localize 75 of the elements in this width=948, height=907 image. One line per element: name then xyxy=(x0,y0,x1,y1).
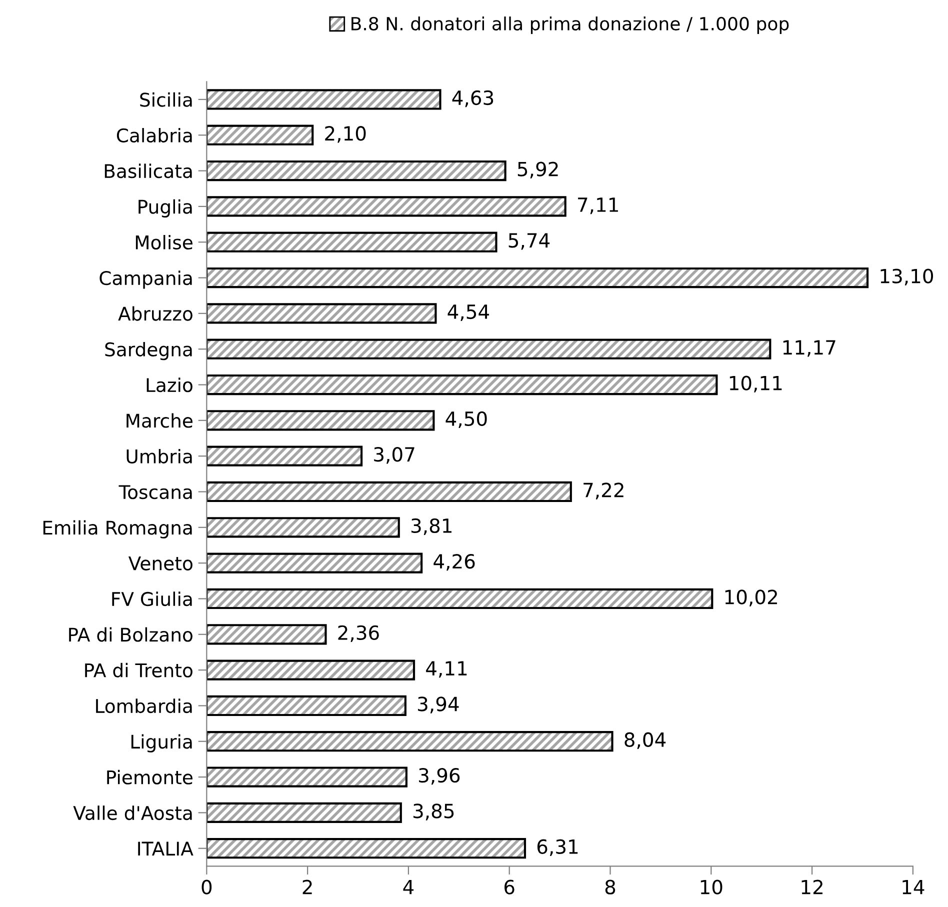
y-tick-label: Molise xyxy=(136,234,192,250)
bar xyxy=(206,481,572,502)
data-label: 4,50 xyxy=(446,411,487,428)
y-tick-label: Umbria xyxy=(126,448,192,464)
data-label: 10,11 xyxy=(730,376,782,392)
bar xyxy=(206,660,416,680)
bar xyxy=(206,267,869,288)
data-label: 4,63 xyxy=(452,90,494,108)
bar xyxy=(206,303,437,324)
bar xyxy=(206,588,714,610)
data-label: 7,11 xyxy=(578,198,618,214)
data-label: 3,96 xyxy=(419,768,460,785)
data-label: 2,10 xyxy=(325,126,366,143)
data-label: 2,36 xyxy=(338,625,379,642)
bar xyxy=(206,624,327,645)
data-label: 4,11 xyxy=(426,661,467,678)
x-tick-label: 8 xyxy=(605,880,616,894)
x-tick-label: 10 xyxy=(700,880,722,894)
data-label: 3,85 xyxy=(413,804,454,820)
x-tick-label: 2 xyxy=(302,880,312,894)
data-label: 5,92 xyxy=(518,162,558,178)
y-tick-label: PA di Bolzano xyxy=(69,627,192,642)
bar xyxy=(206,338,772,360)
bar xyxy=(206,232,498,252)
data-label: 13,10 xyxy=(880,268,934,286)
bar xyxy=(206,731,614,752)
bar xyxy=(206,802,402,824)
bar xyxy=(206,374,718,396)
y-tick-label: Piemonte xyxy=(107,770,192,784)
y-tick-label: Veneto xyxy=(128,556,192,570)
y-tick-label: Lazio xyxy=(146,378,192,392)
y-tick-label: Abruzzo xyxy=(118,306,192,321)
bar xyxy=(206,196,566,217)
bar xyxy=(206,695,406,716)
y-tick-label: Basilicata xyxy=(104,164,192,178)
bar xyxy=(206,838,526,859)
x-tick-label: 4 xyxy=(403,880,414,894)
bar xyxy=(206,446,363,466)
x-tick-label: 0 xyxy=(202,880,212,894)
bar xyxy=(206,160,506,182)
data-label: 8,04 xyxy=(624,732,666,749)
data-label: 5,74 xyxy=(508,233,550,250)
bar xyxy=(206,766,408,788)
y-tick-label: Emilia Romagna xyxy=(43,520,192,538)
y-tick-label: Sicilia xyxy=(140,92,192,107)
legend-label: B.8 N. donatori alla prima donazione / 1.000 pop xyxy=(352,16,789,34)
y-tick-label: Marche xyxy=(126,413,192,428)
data-label: 4,26 xyxy=(434,554,475,571)
y-tick-label: PA di Trento xyxy=(85,662,192,678)
data-label: 7,22 xyxy=(584,482,624,500)
data-label: 10,02 xyxy=(725,590,777,606)
y-tick-label: Calabria xyxy=(116,128,192,143)
y-tick-label: Toscana xyxy=(118,485,192,500)
y-tick-label: Valle d'Aosta xyxy=(73,806,192,820)
bar xyxy=(206,552,423,574)
x-tick-label: 14 xyxy=(902,880,924,894)
y-tick-label: Lombardia xyxy=(96,698,192,714)
data-label: 4,54 xyxy=(448,304,490,322)
y-tick-label: Sardegna xyxy=(105,342,192,360)
bar xyxy=(206,517,400,538)
x-tick-label: 6 xyxy=(504,880,514,894)
data-label: 11,17 xyxy=(783,340,836,357)
y-tick-label: Liguria xyxy=(131,734,192,752)
y-tick-label: ITALIA xyxy=(138,842,194,856)
bar xyxy=(206,124,314,146)
y-tick-label: Puglia xyxy=(138,199,192,218)
y-tick-label: FV Giulia xyxy=(112,592,192,606)
data-label: 3,81 xyxy=(411,518,452,536)
bar xyxy=(206,89,442,110)
y-tick-label: Campania xyxy=(100,270,192,289)
data-label: 6,31 xyxy=(537,839,578,856)
data-label: 3,94 xyxy=(418,696,459,714)
x-tick-label: 12 xyxy=(802,880,822,894)
bar xyxy=(206,410,435,431)
data-label: 3,07 xyxy=(374,447,414,464)
